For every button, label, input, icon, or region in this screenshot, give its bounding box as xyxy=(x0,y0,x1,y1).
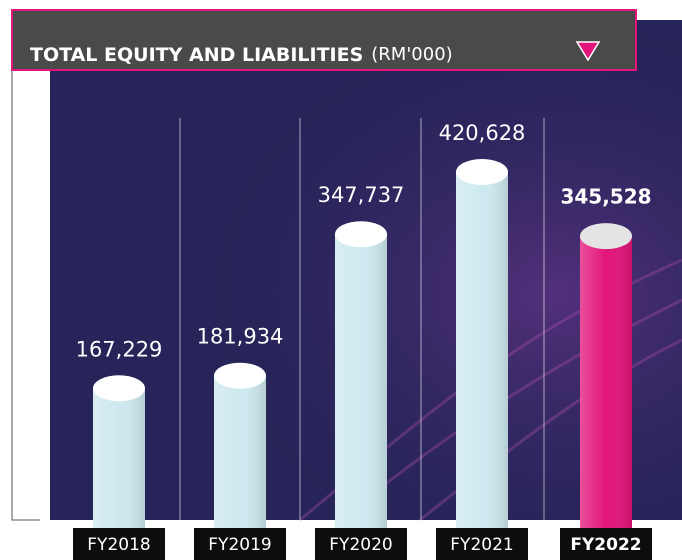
bar-top xyxy=(335,221,387,247)
x-tick-label: FY2022 xyxy=(570,535,641,555)
bar-top xyxy=(456,159,508,185)
bar-shade xyxy=(214,376,266,531)
title-unit: (RM'000) xyxy=(371,44,452,65)
x-tick-label: FY2021 xyxy=(450,535,513,555)
value-label: 345,528 xyxy=(560,185,651,209)
value-label: 420,628 xyxy=(439,121,526,145)
bar-shade xyxy=(335,234,387,531)
value-label: 181,934 xyxy=(197,325,284,349)
bar-shade xyxy=(456,172,508,531)
bar-top xyxy=(93,375,145,401)
value-label: 167,229 xyxy=(76,337,163,361)
chart-title: TOTAL EQUITY AND LIABILITIES (RM'000) xyxy=(30,44,453,66)
bar-shade xyxy=(580,236,632,531)
title-main: TOTAL EQUITY AND LIABILITIES xyxy=(30,44,363,66)
bar-shade xyxy=(93,388,145,531)
value-label: 347,737 xyxy=(318,183,405,207)
x-tick-label: FY2019 xyxy=(208,535,271,555)
axis-bracket xyxy=(12,70,40,520)
x-tick-label: FY2018 xyxy=(87,535,150,555)
x-tick-label: FY2020 xyxy=(329,535,392,555)
chart: TOTAL EQUITY AND LIABILITIES (RM'000) 167… xyxy=(0,0,682,560)
bar-top xyxy=(580,223,632,249)
bar-top xyxy=(214,363,266,389)
